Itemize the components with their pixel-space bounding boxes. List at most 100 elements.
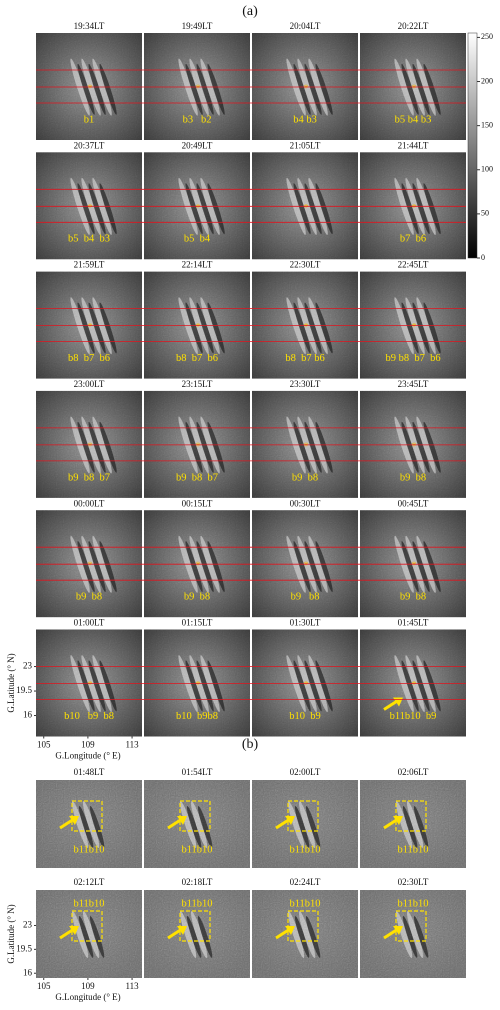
band-label: b5 b4 b3 [395,114,432,125]
image-noise [360,271,466,379]
sky-image [360,152,466,260]
sky-image [252,390,358,498]
time-label: 00:30LT [290,498,321,508]
time-label: 23:30LT [290,379,321,389]
time-label: 23:15LT [182,379,213,389]
band-label: b8 b7 b6 [68,353,110,364]
image-noise [252,510,358,618]
image-noise [360,152,466,260]
arrow-head [285,816,295,825]
image-noise [360,510,466,618]
asterisk: * [87,560,93,572]
band-label: b9 b8 [400,592,426,603]
colorbar-tick-label: 150 [481,120,493,129]
image-noise [252,33,358,140]
band-label: b11b10 [397,844,428,855]
time-label: 00:00LT [74,498,105,508]
image-noise [360,890,466,978]
x-tick-label: 113 [125,981,139,991]
image-noise [360,629,466,737]
asterisk: * [411,202,417,214]
time-label: 23:00LT [74,379,105,389]
asterisk: * [87,440,93,452]
sky-image [144,890,250,978]
arrow [59,927,75,940]
time-label: 01:00LT [74,618,105,628]
band-label: b9 b8 [291,592,320,603]
time-label: 00:15LT [182,498,213,508]
time-label: 21:05LT [290,140,321,150]
colorbar-tick-label: 200 [481,76,493,85]
image-noise [36,629,142,737]
asterisk: * [303,321,309,333]
y-tick-label: 19.5 [16,685,32,695]
time-label: 22:14LT [182,260,213,270]
sky-image [252,780,358,868]
x-tick-label: 109 [81,981,95,991]
asterisk: * [195,679,201,691]
arrow-head [177,926,187,935]
sky-image [360,271,466,379]
colorbar [467,32,478,259]
sky-image [252,510,358,618]
band-label: b7 b6 [400,234,426,245]
y-axis-label: G.Latitude (° N) [6,653,16,712]
band-label: b5 b4 [184,234,211,245]
image-noise [144,780,250,868]
band-label: b4 b3 [293,114,317,125]
y-axis-label: G.Latitude (° N) [6,904,16,963]
image-noise [360,33,466,140]
colorbar-tick-label: 100 [481,165,493,174]
image-noise [360,780,466,868]
sky-image [144,33,250,140]
band-label: b9 b8 b7 b6 [385,353,440,364]
time-label: 22:45LT [398,260,429,270]
x-tick-label: 113 [125,740,139,750]
y-tick-label: 23 [23,661,33,671]
time-label: 02:24LT [290,877,321,887]
time-label: 02:12LT [74,877,105,887]
time-label: 02:06LT [398,767,429,777]
band-label: b11b10 [73,898,104,909]
asterisk: * [195,560,201,572]
image-noise [252,152,358,260]
sky-image [360,780,466,868]
band-label: b11b10 [181,844,212,855]
time-label: 20:49LT [182,140,213,150]
time-label: 02:30LT [398,877,429,887]
image-noise [252,780,358,868]
x-tick-label: 109 [81,740,95,750]
band-label: b9 b8 [76,592,102,603]
band-label: b9 b8 [184,592,210,603]
band-label: b11b10 [289,844,320,855]
asterisk: * [195,440,201,452]
band-label: b1 [84,114,95,125]
asterisk: * [303,83,309,95]
time-label: 22:30LT [290,260,321,270]
sky-image [144,629,250,737]
sky-image [252,629,358,737]
time-label: 23:45LT [398,379,429,389]
band-label: b9 b8 [400,472,426,483]
colorbar-tick-label: 250 [481,32,493,41]
asterisk: * [411,321,417,333]
time-label: 20:22LT [398,21,429,31]
image-noise [144,890,250,978]
time-label: 21:44LT [398,140,429,150]
arrow-head [285,926,295,935]
sky-image [360,510,466,618]
x-axis-label: G.Longitude (° E) [55,751,120,761]
asterisk: * [411,560,417,572]
y-tick-label: 16 [23,967,33,977]
y-tick-label: 23 [23,920,33,930]
band-label: b9 b8 b7 [68,472,110,483]
image-noise [36,152,142,260]
arrow [167,927,183,940]
time-label: 01:45LT [398,618,429,628]
image-noise [252,629,358,737]
sky-image [144,780,250,868]
sky-image [360,390,466,498]
y-tick-label: 16 [23,710,33,720]
arrow [167,817,183,830]
